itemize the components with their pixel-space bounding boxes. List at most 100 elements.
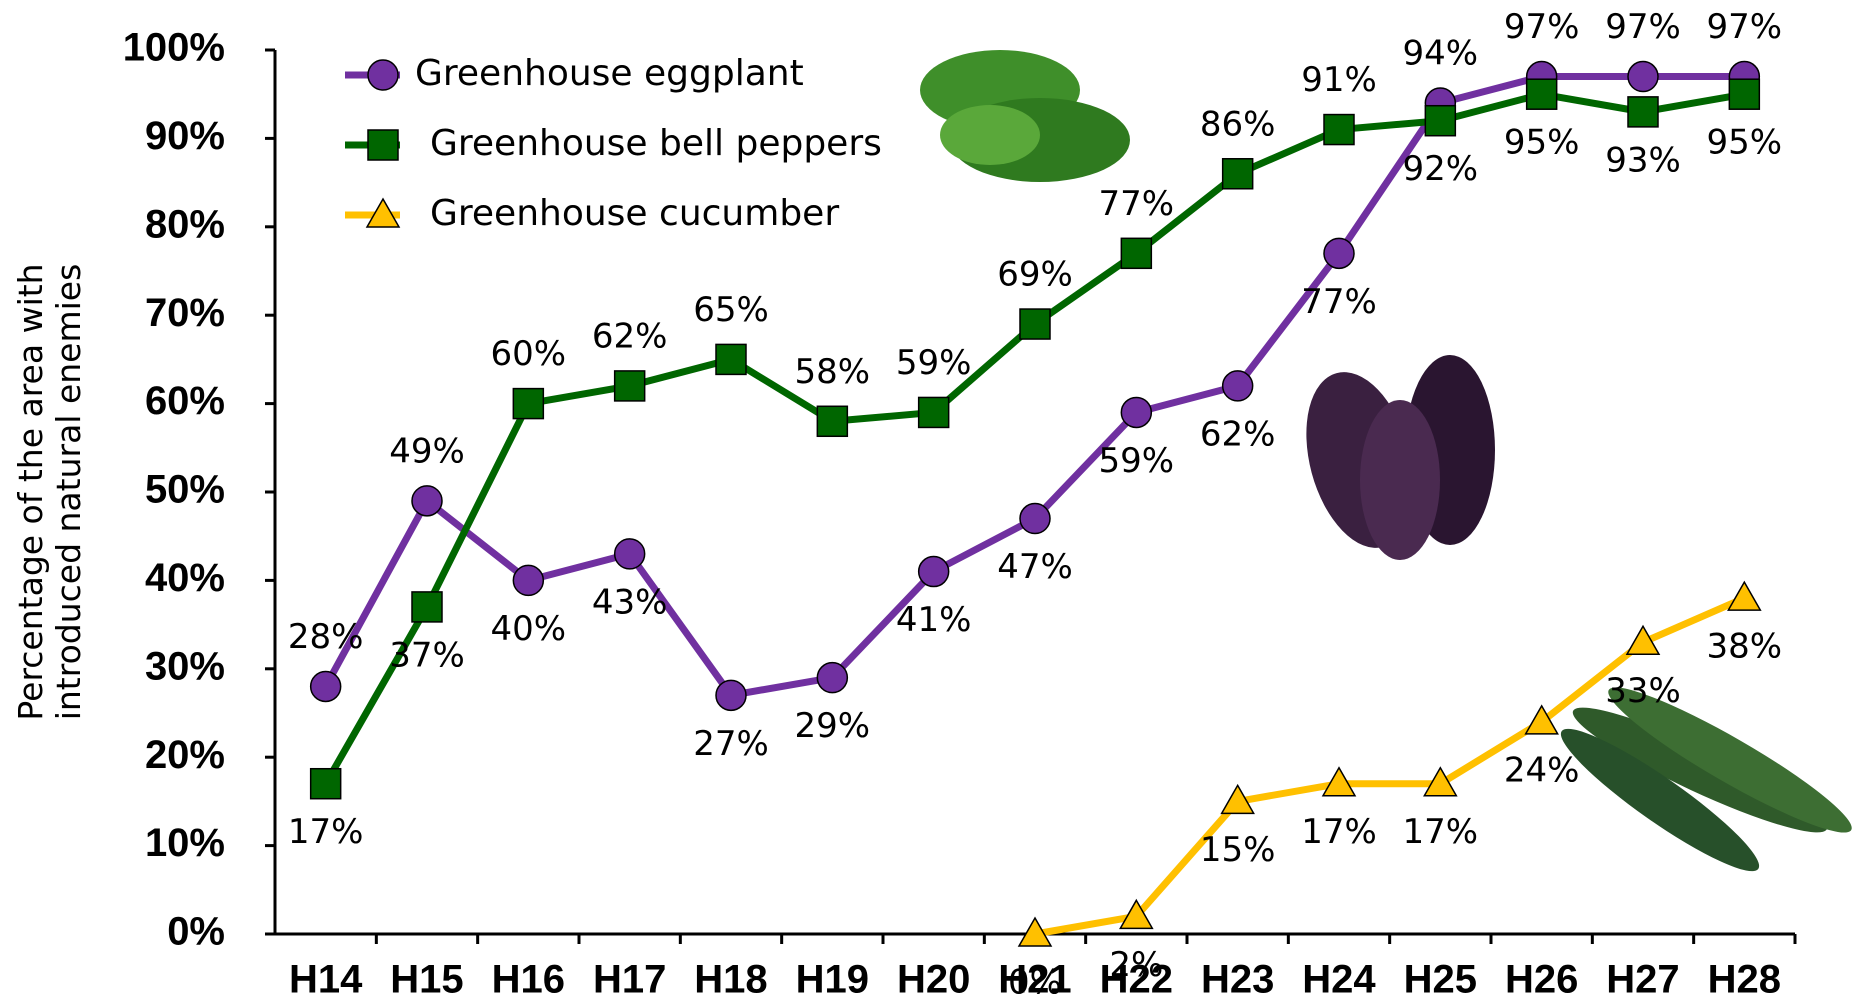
x-tick-label: H20 bbox=[897, 958, 970, 1002]
x-tick-label: H26 bbox=[1505, 958, 1578, 1002]
point bbox=[1019, 308, 1051, 340]
eggplant-illustration bbox=[1306, 355, 1495, 560]
point bbox=[1120, 237, 1153, 270]
point bbox=[613, 538, 646, 570]
point bbox=[512, 387, 545, 420]
x-tick-label: H14 bbox=[289, 958, 363, 1002]
point bbox=[411, 591, 443, 623]
legend-marker bbox=[365, 197, 401, 228]
point bbox=[1424, 104, 1457, 137]
point bbox=[1625, 624, 1661, 656]
y-tick-label: 40% bbox=[145, 556, 225, 600]
data-label: 77% bbox=[1301, 282, 1377, 322]
data-label: 2% bbox=[1109, 945, 1163, 985]
point bbox=[1627, 96, 1659, 128]
legend-label: Greenhouse bell peppers bbox=[430, 123, 882, 164]
point bbox=[512, 564, 545, 597]
data-label: 86% bbox=[1200, 104, 1276, 144]
legend-label: Greenhouse eggplant bbox=[415, 53, 804, 94]
data-label: 60% bbox=[491, 334, 567, 374]
point bbox=[613, 370, 646, 402]
x-tick-label: H18 bbox=[694, 958, 767, 1002]
data-label: 33% bbox=[1605, 671, 1681, 711]
data-label: 95% bbox=[1504, 123, 1580, 163]
data-label: 97% bbox=[1504, 7, 1580, 47]
point bbox=[1323, 113, 1355, 146]
y-axis-title-line: Percentage of the area with bbox=[11, 263, 50, 720]
data-label: 40% bbox=[491, 609, 567, 649]
data-label: 29% bbox=[795, 706, 871, 746]
data-label: 95% bbox=[1707, 123, 1783, 163]
data-label: 65% bbox=[693, 290, 769, 330]
point bbox=[1727, 580, 1762, 611]
point bbox=[1119, 898, 1154, 930]
legend-marker bbox=[367, 59, 399, 91]
data-label: 91% bbox=[1301, 60, 1377, 100]
y-tick-label: 60% bbox=[145, 379, 225, 423]
pepper-illustration bbox=[920, 50, 1130, 182]
x-tick-label: H15 bbox=[390, 958, 463, 1002]
x-tick-label: H16 bbox=[492, 958, 565, 1002]
point bbox=[1017, 916, 1053, 947]
point bbox=[816, 661, 849, 694]
data-label: 49% bbox=[389, 431, 465, 471]
point bbox=[1120, 396, 1153, 429]
point bbox=[309, 767, 342, 800]
x-tick-label: H23 bbox=[1201, 958, 1274, 1002]
y-tick-label: 50% bbox=[145, 468, 225, 512]
point bbox=[1627, 60, 1659, 93]
data-label: 97% bbox=[1605, 7, 1681, 47]
y-axis-title-line: introduced natural enemies bbox=[49, 264, 88, 721]
data-label: 17% bbox=[1403, 812, 1479, 852]
data-label: 43% bbox=[592, 582, 668, 622]
data-label: 59% bbox=[896, 343, 972, 383]
data-label: 58% bbox=[795, 352, 871, 392]
data-label: 47% bbox=[997, 547, 1073, 587]
series-line bbox=[1034, 594, 1746, 938]
x-tick-label: H27 bbox=[1606, 958, 1679, 1002]
y-tick-label: 100% bbox=[123, 26, 225, 70]
data-label: 62% bbox=[1200, 414, 1276, 454]
point bbox=[1221, 158, 1254, 190]
point bbox=[1019, 502, 1051, 535]
data-label: 69% bbox=[997, 255, 1073, 295]
data-label: 94% bbox=[1403, 34, 1479, 74]
y-axis-title: Percentage of the area withintroduced na… bbox=[11, 263, 88, 720]
legend-marker bbox=[367, 129, 399, 161]
data-label: 17% bbox=[288, 812, 364, 852]
point bbox=[1221, 370, 1254, 402]
point bbox=[816, 405, 849, 438]
y-tick-label: 70% bbox=[145, 291, 225, 335]
point bbox=[917, 555, 950, 588]
data-label: 27% bbox=[693, 724, 769, 764]
point bbox=[1728, 78, 1761, 110]
data-label: 59% bbox=[1099, 441, 1175, 481]
point bbox=[411, 485, 443, 517]
y-tick-label: 0% bbox=[167, 910, 225, 954]
point bbox=[1525, 78, 1558, 110]
x-tick-label: H28 bbox=[1708, 958, 1781, 1002]
x-tick-label: H19 bbox=[796, 958, 869, 1002]
x-tick-label: H22 bbox=[1100, 958, 1173, 1002]
point bbox=[1524, 704, 1559, 735]
data-label: 93% bbox=[1605, 140, 1681, 180]
data-label: 38% bbox=[1707, 627, 1783, 667]
legend-label: Greenhouse cucumber bbox=[430, 193, 839, 234]
point bbox=[1323, 237, 1355, 270]
y-tick-label: 20% bbox=[145, 733, 225, 777]
data-label: 15% bbox=[1200, 830, 1276, 870]
data-label: 92% bbox=[1403, 149, 1479, 189]
data-label: 77% bbox=[1099, 184, 1175, 224]
x-tick-label: H21 bbox=[998, 958, 1071, 1002]
data-label: 97% bbox=[1707, 7, 1783, 47]
point bbox=[917, 396, 950, 429]
data-label: 17% bbox=[1301, 812, 1377, 852]
point bbox=[309, 670, 342, 703]
point bbox=[715, 679, 747, 712]
y-tick-label: 30% bbox=[145, 644, 225, 688]
point bbox=[1321, 766, 1357, 797]
data-label: 37% bbox=[389, 635, 465, 675]
point bbox=[1220, 783, 1255, 815]
y-tick-label: 90% bbox=[145, 114, 225, 158]
